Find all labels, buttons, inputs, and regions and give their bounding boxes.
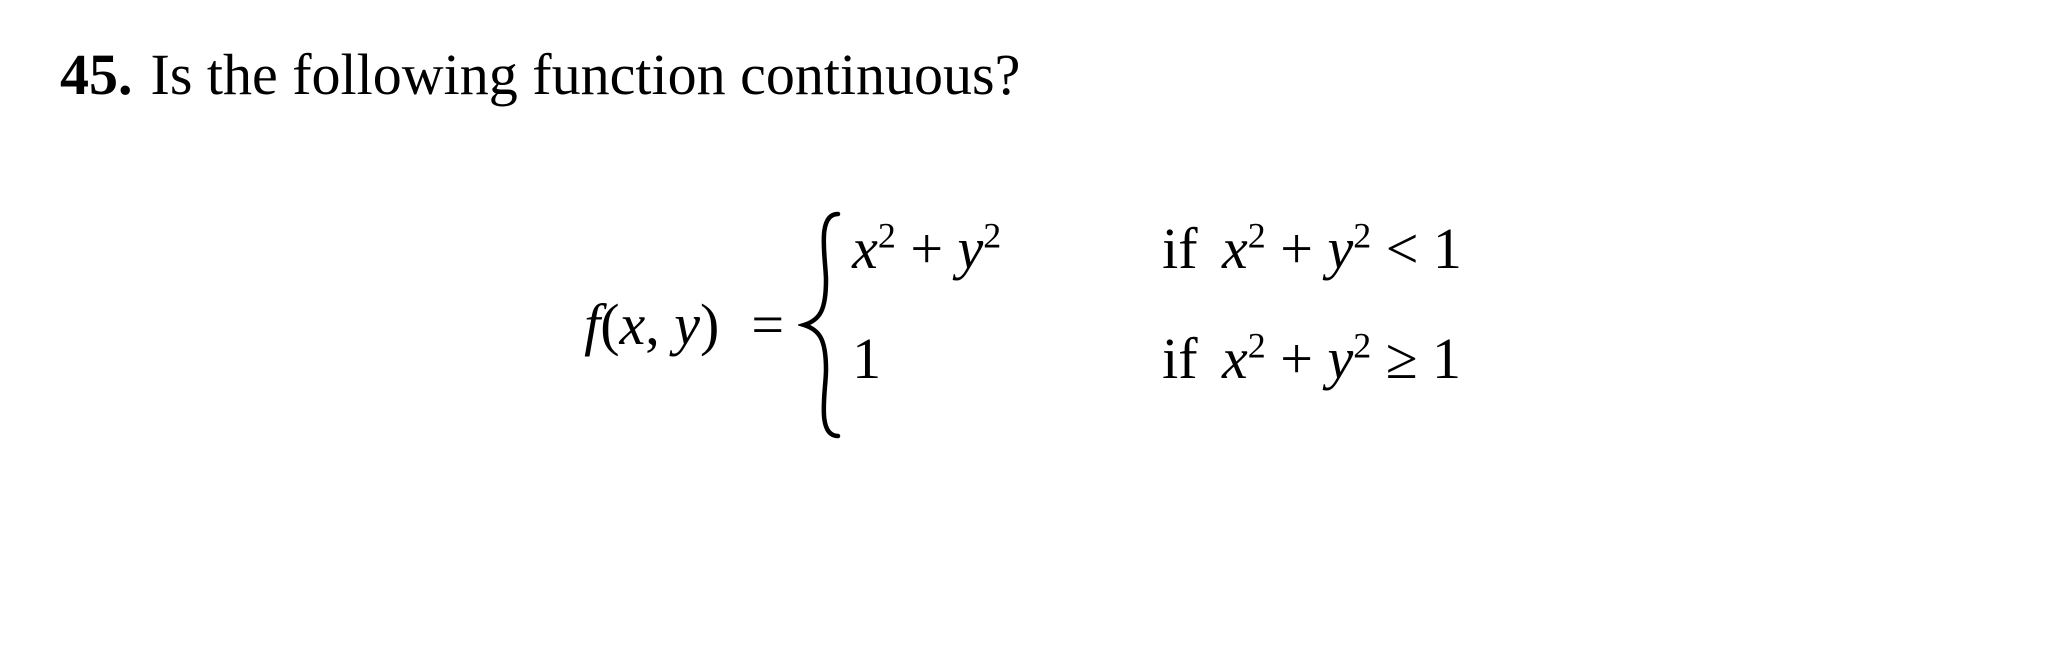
case2-expression: 1 [852,325,1132,392]
comma: , [645,292,674,357]
equation: f(x, y) = x2 + y2 if x2 + y2 < 1 1 [60,210,1986,440]
var-x: x [1222,216,1248,281]
close-paren: ) [700,292,719,357]
var-y: y [958,216,984,281]
open-paren: ( [600,292,619,357]
case2-condition: if x2 + y2 ≥ 1 [1162,325,1461,392]
case-row-1: x2 + y2 if x2 + y2 < 1 [852,215,1462,325]
exponent: 2 [878,215,896,255]
left-brace-icon [798,210,844,440]
var-y: y [1327,216,1353,281]
number-one: 1 [1432,326,1461,391]
geq-operator: ≥ [1371,326,1432,391]
plus: + [1266,216,1328,281]
number-one: 1 [852,326,881,391]
exponent: 2 [1248,325,1266,365]
cases: x2 + y2 if x2 + y2 < 1 1 if x2 + y2 ≥ 1 [852,210,1462,440]
var-x: x [1222,326,1248,391]
equals-sign: = [751,291,784,358]
var-f: f [584,292,600,357]
if-word: if [1162,326,1212,391]
exponent: 2 [1353,325,1371,365]
exponent: 2 [983,215,1001,255]
exponent: 2 [1248,215,1266,255]
case1-expression: x2 + y2 [852,215,1132,282]
page: 45. Is the following function continuous… [0,0,2046,656]
plus: + [896,216,958,281]
if-word: if [1162,216,1212,281]
var-x: x [852,216,878,281]
problem-statement: 45. Is the following function continuous… [60,40,1986,110]
equation-lhs: f(x, y) [584,291,719,358]
lt-operator: < [1371,216,1433,281]
var-y: y [1327,326,1353,391]
plus: + [1266,326,1328,391]
case1-condition: if x2 + y2 < 1 [1162,215,1462,282]
case-row-2: 1 if x2 + y2 ≥ 1 [852,325,1462,435]
exponent: 2 [1353,215,1371,255]
problem-number: 45. [60,40,133,110]
number-one: 1 [1433,216,1462,281]
problem-question: Is the following function continuous? [151,40,1021,110]
var-x: x [620,292,646,357]
var-y: y [674,292,700,357]
